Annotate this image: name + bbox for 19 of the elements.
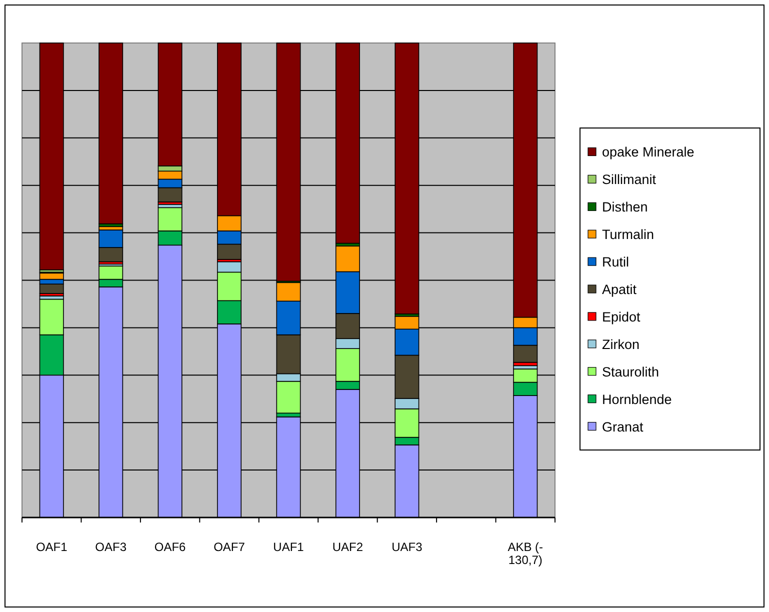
legend-label: Sillimanit <box>602 172 656 188</box>
legend-label: Rutil <box>602 254 630 270</box>
x-tick-label: OAF1 <box>36 540 68 554</box>
legend-label: Epidot <box>602 309 641 324</box>
legend-label: Staurolith <box>602 364 660 380</box>
legend-label: Zirkon <box>602 336 640 352</box>
x-tick-label: OAF6 <box>154 540 186 554</box>
x-tick-label: AKB (-130,7) <box>508 540 544 567</box>
legend-label: Disthen <box>602 200 648 215</box>
x-tick-label: UAF3 <box>392 540 423 554</box>
legend-label: opake Minerale <box>602 144 694 160</box>
x-tick-label: UAF1 <box>273 540 304 554</box>
x-tick-label: OAF3 <box>95 540 127 554</box>
legend-label: Apatit <box>602 282 637 297</box>
x-tick-label: OAF7 <box>214 540 246 554</box>
legend-label: Turmalin <box>602 227 654 242</box>
legend-label: Granat <box>602 419 644 434</box>
legend-label: Hornblende <box>602 392 672 407</box>
x-tick-label: UAF2 <box>332 540 364 554</box>
